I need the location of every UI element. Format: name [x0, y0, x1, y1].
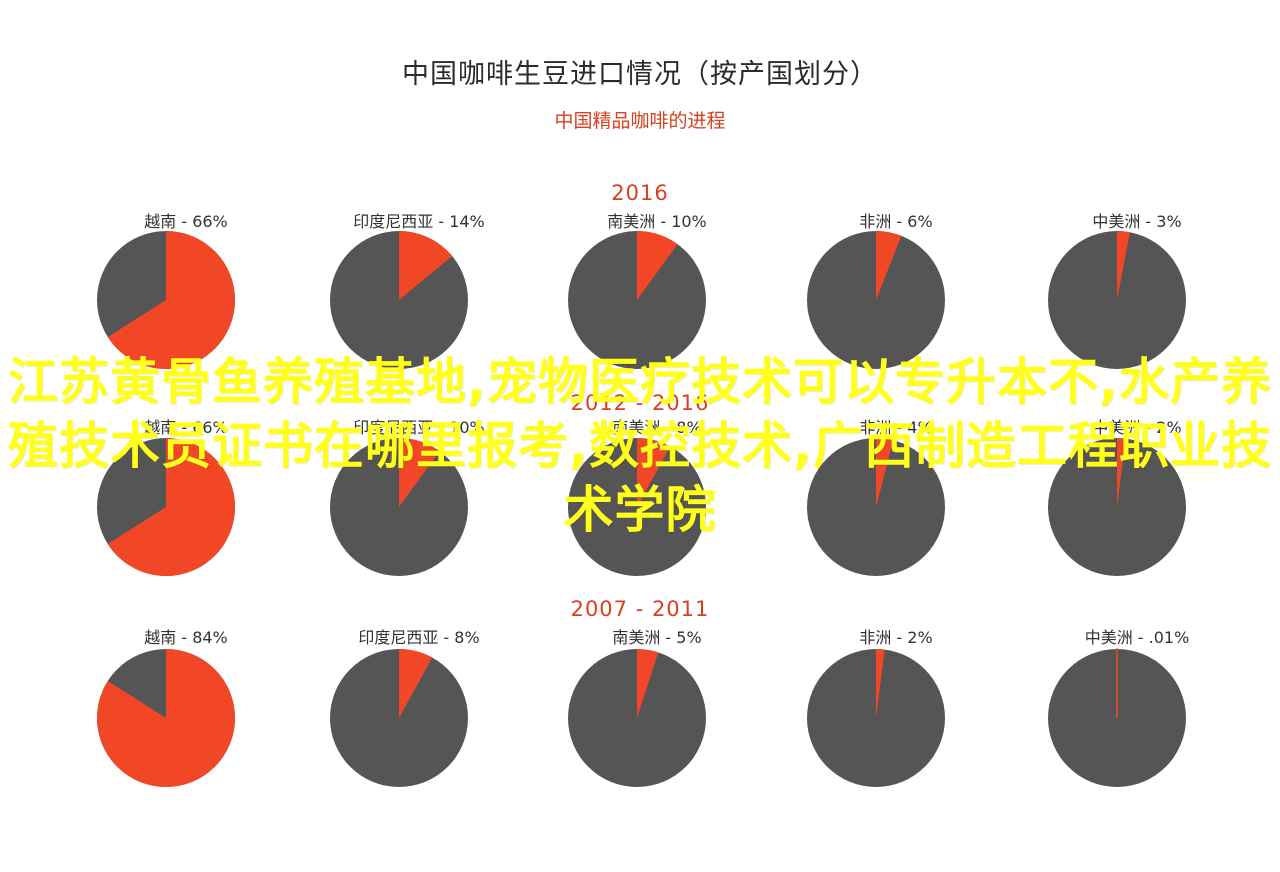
pie-slice-share [1117, 437, 1126, 507]
pie-label: 非洲 - 2% [859, 628, 933, 647]
pie-slice-share [637, 438, 671, 507]
pie-label: 中美洲 - 2% [1092, 418, 1182, 437]
pie-0-0 [97, 231, 235, 369]
pie-slice-share [876, 438, 894, 507]
pie-label: 越南 - 66% [144, 212, 228, 231]
pie-slice-share [637, 231, 678, 300]
chart-subtitle: 中国精品咖啡的进程 [554, 110, 726, 132]
pie-slice-share [876, 649, 885, 718]
pie-0-2 [568, 231, 706, 369]
pie-1-3 [807, 438, 945, 576]
pie-label: 南美洲 - 8% [612, 418, 702, 437]
pie-label: 印度尼西亚 - 14% [353, 212, 485, 231]
pie-label: 越南 - 84% [144, 628, 228, 647]
pie-label: 印度尼西亚 - 10% [353, 418, 485, 437]
pie-label: 非洲 - 4% [859, 418, 933, 437]
pie-label: 南美洲 - 5% [612, 628, 702, 647]
period-title-2007-2011: 2007 - 2011 [570, 597, 710, 621]
period-title-2016: 2016 [611, 181, 669, 205]
pie-2-1 [330, 649, 468, 787]
pie-1-4 [1048, 437, 1186, 576]
pie-slice-share [876, 231, 902, 300]
pie-2-4 [1048, 648, 1186, 787]
pie-slice-share [399, 231, 453, 300]
pie-slice-share [1117, 231, 1130, 300]
pie-0-1 [330, 231, 468, 369]
pie-slice-share [96, 649, 235, 787]
pie-2-0 [96, 649, 235, 787]
pie-slice-share [107, 231, 235, 369]
pie-label: 南美洲 - 10% [607, 212, 707, 231]
pie-2-3 [807, 649, 945, 787]
pie-1-0 [97, 438, 235, 576]
pie-slice-share [107, 438, 235, 576]
pie-slice-share [399, 649, 433, 718]
pie-2-2 [568, 649, 706, 787]
pie-1-1 [330, 438, 468, 576]
pie-1-2 [568, 438, 706, 576]
pie-slice-share [637, 649, 659, 718]
pie-label: 中美洲 - 3% [1092, 212, 1182, 231]
pie-label: 非洲 - 6% [859, 212, 933, 231]
pie-label: 印度尼西亚 - 8% [358, 628, 480, 647]
overlay-banner-text: 江苏黄骨鱼养殖基地,宠物医疗技术可以专升本不,水产养殖技术员证书在哪里报考,数控… [8, 353, 1272, 539]
period-title-2012-2016: 2012 - 2016 [570, 391, 710, 415]
pie-label: 越南 - 66% [144, 418, 228, 437]
pie-0-4 [1048, 231, 1186, 369]
pie-slice-share [399, 438, 440, 507]
pie-label: 中美洲 - .01% [1084, 628, 1190, 647]
chart-title: 中国咖啡生豆进口情况（按产国划分） [402, 59, 878, 90]
pie-0-3 [807, 231, 945, 369]
